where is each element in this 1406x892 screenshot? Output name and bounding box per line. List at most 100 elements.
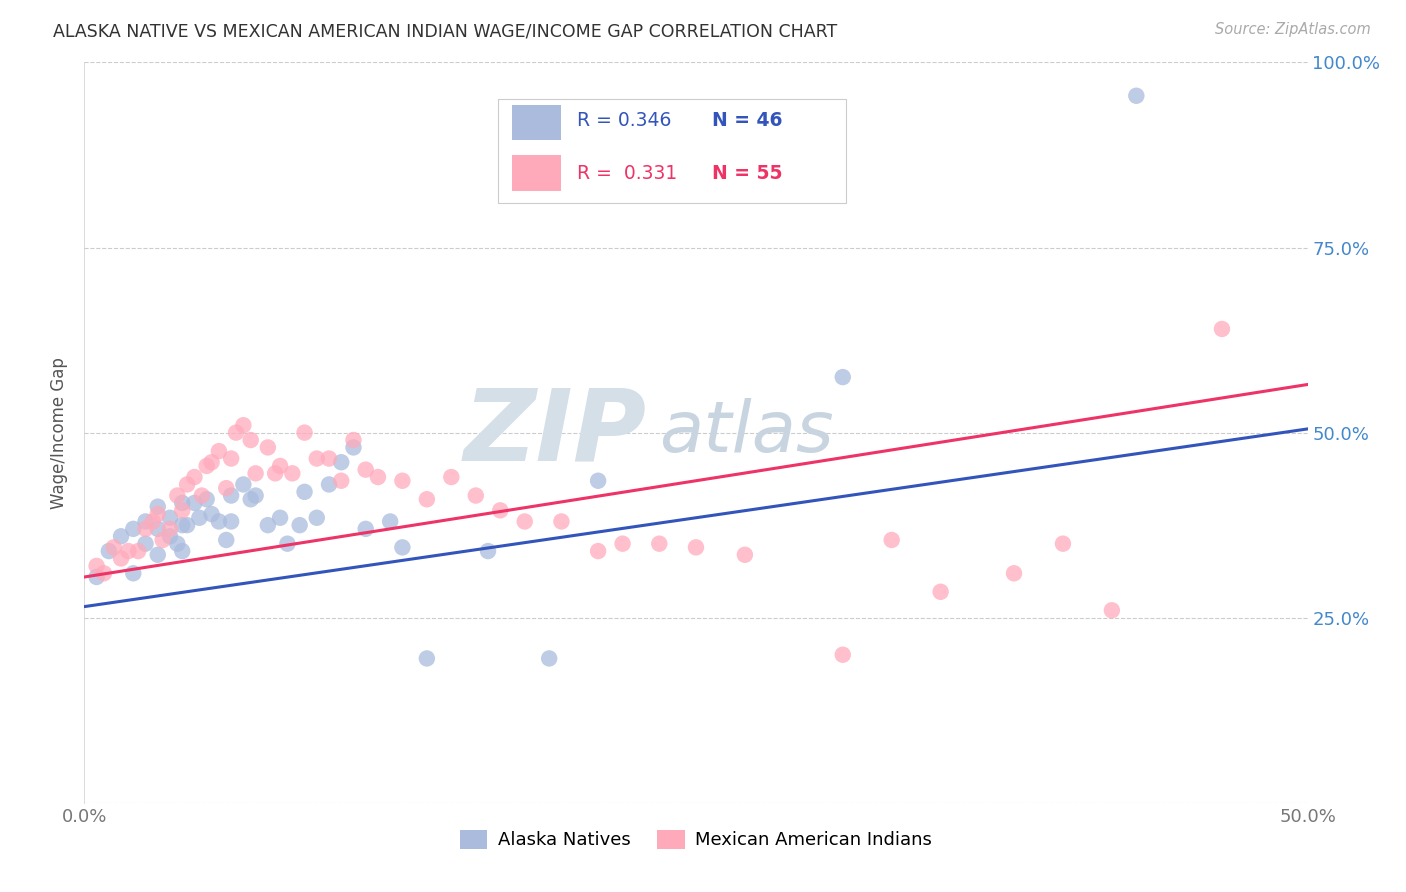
Point	[188, 510, 211, 524]
Point	[1101, 603, 1123, 617]
Point	[305, 510, 328, 524]
Point	[288, 518, 311, 533]
Point	[318, 451, 340, 466]
Point	[294, 425, 316, 440]
Point	[330, 455, 353, 469]
Point	[330, 474, 353, 488]
Point	[538, 651, 561, 665]
Point	[354, 522, 377, 536]
Point	[342, 433, 364, 447]
Point	[586, 544, 609, 558]
Point	[416, 651, 439, 665]
Point	[183, 496, 205, 510]
Point	[195, 458, 218, 473]
Point	[176, 518, 198, 533]
Point	[294, 484, 316, 499]
Point	[146, 500, 169, 514]
Point	[159, 522, 181, 536]
Point	[612, 536, 634, 550]
Point	[215, 533, 238, 547]
Point	[208, 444, 231, 458]
Point	[1125, 88, 1147, 103]
Point	[97, 544, 120, 558]
Point	[219, 489, 242, 503]
Point	[550, 515, 572, 529]
Point	[257, 441, 280, 455]
Point	[191, 489, 214, 503]
Text: R = 0.346: R = 0.346	[578, 111, 672, 129]
Text: N = 55: N = 55	[711, 164, 782, 183]
Point	[380, 515, 402, 529]
Point	[110, 529, 132, 543]
Point	[239, 492, 262, 507]
Point	[586, 474, 609, 488]
Text: atlas: atlas	[659, 398, 834, 467]
Text: N = 46: N = 46	[711, 111, 782, 129]
Point	[135, 515, 157, 529]
Point	[200, 507, 222, 521]
Point	[172, 503, 194, 517]
Text: ALASKA NATIVE VS MEXICAN AMERICAN INDIAN WAGE/INCOME GAP CORRELATION CHART: ALASKA NATIVE VS MEXICAN AMERICAN INDIAN…	[53, 22, 838, 40]
Point	[146, 548, 169, 562]
Point	[93, 566, 115, 581]
Text: Source: ZipAtlas.com: Source: ZipAtlas.com	[1215, 22, 1371, 37]
Point	[318, 477, 340, 491]
Point	[354, 462, 377, 476]
Point	[86, 558, 108, 573]
Point	[269, 510, 291, 524]
Point	[245, 467, 267, 481]
FancyBboxPatch shape	[513, 155, 561, 191]
Point	[1002, 566, 1025, 581]
Point	[513, 515, 536, 529]
Point	[281, 467, 304, 481]
Point	[239, 433, 262, 447]
Point	[269, 458, 291, 473]
Point	[391, 541, 413, 555]
Point	[1211, 322, 1233, 336]
Point	[166, 489, 188, 503]
Text: R =  0.331: R = 0.331	[578, 164, 678, 183]
Point	[416, 492, 439, 507]
Point	[86, 570, 108, 584]
Point	[146, 507, 169, 521]
Point	[342, 441, 364, 455]
Point	[305, 451, 328, 466]
Point	[110, 551, 132, 566]
Point	[135, 522, 157, 536]
Point	[440, 470, 463, 484]
Point	[734, 548, 756, 562]
Point	[159, 510, 181, 524]
Point	[219, 451, 242, 466]
Y-axis label: Wage/Income Gap: Wage/Income Gap	[51, 357, 69, 508]
Point	[648, 536, 671, 550]
Point	[257, 518, 280, 533]
Point	[200, 455, 222, 469]
Point	[183, 470, 205, 484]
Point	[245, 489, 267, 503]
FancyBboxPatch shape	[498, 99, 846, 203]
Point	[103, 541, 125, 555]
Point	[831, 370, 853, 384]
Point	[264, 467, 287, 481]
Point	[159, 529, 181, 543]
Point	[172, 544, 194, 558]
Legend: Alaska Natives, Mexican American Indians: Alaska Natives, Mexican American Indians	[453, 823, 939, 856]
Point	[152, 533, 174, 547]
Point	[208, 515, 231, 529]
Point	[477, 544, 499, 558]
Point	[831, 648, 853, 662]
Point	[367, 470, 389, 484]
Point	[122, 566, 145, 581]
Point	[232, 418, 254, 433]
Point	[172, 496, 194, 510]
Point	[127, 544, 149, 558]
Point	[122, 522, 145, 536]
Point	[117, 544, 139, 558]
Point	[176, 477, 198, 491]
Point	[232, 477, 254, 491]
Point	[391, 474, 413, 488]
Point	[929, 584, 952, 599]
Point	[880, 533, 903, 547]
Point	[146, 522, 169, 536]
Point	[219, 515, 242, 529]
